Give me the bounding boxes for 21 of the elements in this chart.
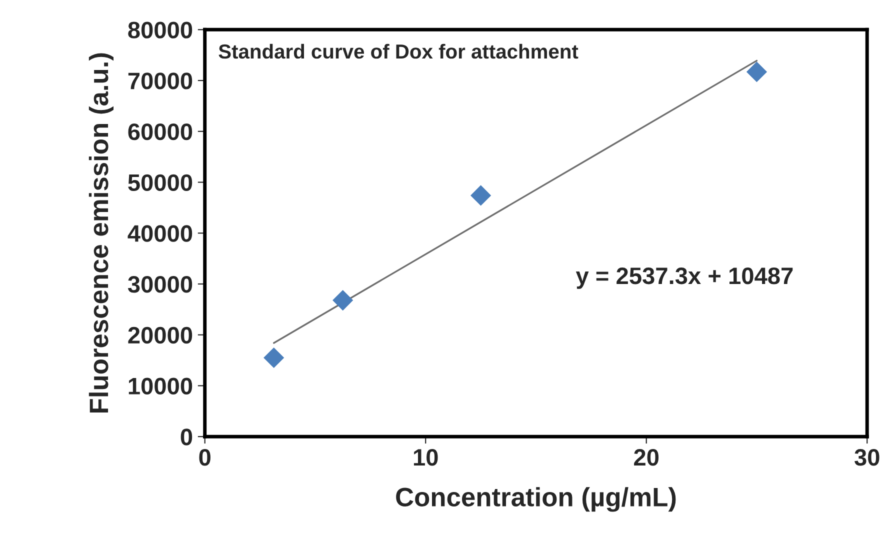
x-tick-label: 10 (414, 449, 438, 466)
y-tick-label: 30000 (128, 276, 192, 293)
y-tick-label: 60000 (128, 123, 192, 140)
x-tick-label: 20 (634, 449, 659, 466)
point (264, 347, 284, 368)
text: Standard curve of Dox for attachment (218, 44, 578, 59)
x-axis-title: Concentration (µg/mL) (396, 487, 676, 512)
point (332, 290, 354, 311)
y-tick-label: 80000 (128, 22, 192, 38)
annotation: y = 2537.3x + 10487 (576, 268, 793, 289)
point (746, 62, 768, 82)
y-axis-title: Fluorescence emission (a.u.) (88, 53, 114, 412)
y-tick-label: 40000 (128, 225, 192, 242)
y-tick-label: 10000 (128, 378, 192, 395)
x-tick-label: 0 (199, 449, 210, 466)
x-tick-label: 30 (854, 449, 880, 466)
y-tick-label: 0 (180, 428, 192, 446)
y-tick-label: 50000 (128, 174, 192, 192)
point (470, 185, 492, 206)
y-tick-label: 70000 (128, 72, 192, 90)
y-tick-label: 20000 (128, 326, 192, 344)
